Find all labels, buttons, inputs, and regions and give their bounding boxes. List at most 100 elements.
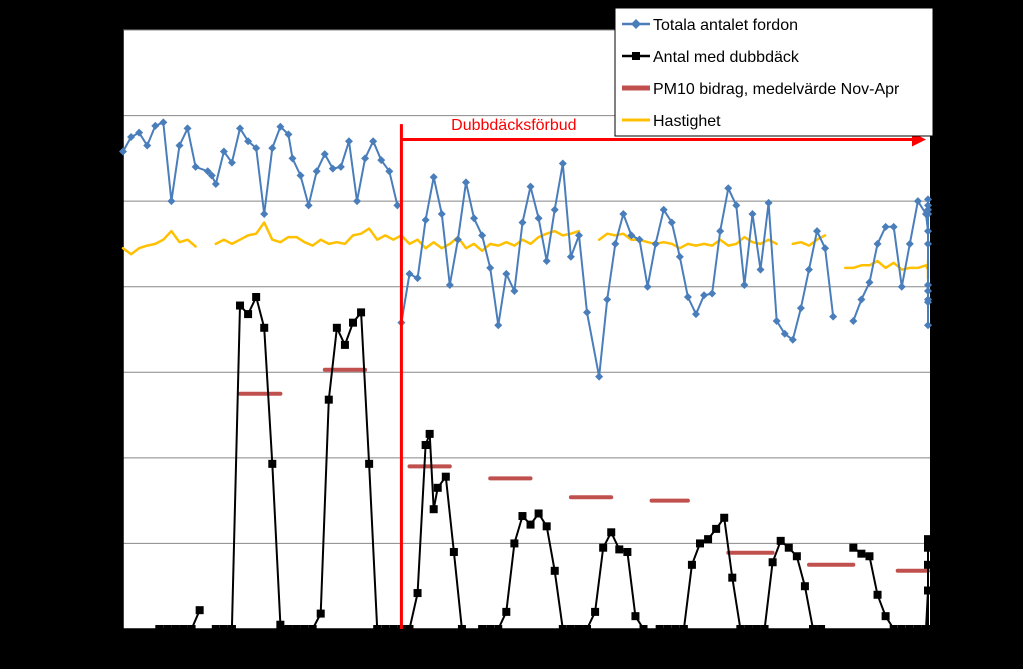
total-vehicles-point — [510, 286, 519, 295]
total-vehicles-point — [724, 184, 733, 193]
total-vehicles-point — [691, 310, 700, 319]
studded-tires-point — [425, 429, 434, 438]
total-vehicles-point — [461, 178, 470, 187]
total-vehicles-point — [748, 209, 757, 218]
speed-line — [597, 232, 778, 250]
total-vehicles-point — [183, 124, 192, 133]
total-vehicles-point — [191, 162, 200, 171]
total-vehicles-point — [732, 201, 741, 210]
studded-tires-point — [348, 318, 357, 327]
studded-tires-point — [849, 543, 858, 552]
studded-tires-point — [663, 625, 672, 633]
total-vehicles-point — [478, 231, 487, 240]
studded-tires-point — [704, 535, 713, 544]
studded-tires-point — [784, 543, 793, 552]
studded-tires-point — [405, 625, 414, 633]
total-vehicles-point — [502, 269, 511, 278]
studded-tires-point — [510, 539, 519, 548]
studded-tires-point — [817, 625, 826, 633]
legend-label-pm10: PM10 bidrag, medelvärde Nov-Apr — [653, 81, 900, 98]
total-vehicles-point — [211, 180, 220, 189]
studded-tires-point — [720, 513, 729, 522]
total-vehicles-point — [857, 295, 866, 304]
legend-label-studded: Antal med dubbdäck — [653, 49, 800, 66]
legend-item-total: Totala antalet fordon — [622, 17, 798, 34]
total-vehicles-point — [924, 201, 932, 210]
studded-tires-point — [760, 625, 769, 633]
total-vehicles-point — [486, 263, 495, 272]
studded-tires-point — [574, 625, 583, 633]
studded-tires-point — [924, 560, 932, 569]
studded-tires-point — [276, 620, 285, 629]
studded-tires-point — [389, 625, 398, 633]
total-vehicles-point — [603, 295, 612, 304]
total-vehicles-point — [304, 201, 313, 210]
total-vehicles-point — [821, 244, 830, 253]
studded-tires-point — [421, 441, 430, 450]
total-vehicles-line — [852, 198, 929, 327]
studded-tires-point — [195, 606, 204, 615]
total-vehicles-point — [526, 182, 535, 191]
studded-tires-point — [449, 547, 458, 556]
legend-label-total: Totala antalet fordon — [653, 17, 798, 34]
total-vehicles-point — [518, 218, 527, 227]
studded-tires-point — [171, 625, 180, 633]
total-vehicles-point — [353, 197, 362, 206]
total-vehicles-point — [897, 282, 906, 291]
studded-tires-point — [494, 625, 503, 633]
total-vehicles-point — [453, 235, 462, 244]
studded-tires-point — [728, 573, 737, 582]
total-vehicles-point — [207, 171, 216, 180]
total-vehicles-point — [219, 147, 228, 156]
studded-tires-point — [155, 625, 164, 633]
total-vehicles-point — [143, 141, 152, 150]
studded-tires-point — [712, 524, 721, 533]
total-vehicles-point — [320, 150, 329, 159]
total-vehicles-point — [924, 209, 932, 218]
studded-tires-point — [776, 536, 785, 545]
total-vehicles-point — [437, 209, 446, 218]
studded-tires-point — [478, 625, 487, 633]
studded-tires-point — [873, 590, 882, 599]
studded-tires-point — [211, 625, 220, 633]
studded-tires-point — [534, 509, 543, 518]
total-vehicles-point — [336, 162, 345, 171]
total-vehicles-point — [550, 205, 559, 214]
studded-tires-point — [800, 582, 809, 591]
legend-item-speed: Hastighet — [622, 113, 721, 130]
total-vehicles-point — [159, 118, 168, 127]
total-vehicles-point — [796, 304, 805, 313]
total-vehicles-point — [135, 128, 144, 137]
total-vehicles-point — [675, 252, 684, 261]
total-vehicles-line — [400, 162, 835, 378]
total-vehicles-point — [151, 121, 160, 130]
total-vehicles-point — [268, 144, 277, 153]
studded-tires-point — [881, 612, 890, 621]
total-vehicles-point — [683, 292, 692, 301]
studded-tires-point — [631, 612, 640, 621]
total-vehicles-point — [635, 235, 644, 244]
speed-line — [121, 229, 197, 256]
studded-tires-point — [244, 310, 253, 319]
total-vehicles-point — [889, 222, 898, 231]
legend-item-pm10: PM10 bidrag, medelvärde Nov-Apr — [622, 81, 900, 98]
total-vehicles-point — [288, 154, 297, 163]
studded-tires-point — [607, 528, 616, 537]
total-vehicles-point — [772, 316, 781, 325]
total-vehicles-point — [913, 197, 922, 206]
total-vehicles-point — [740, 281, 749, 290]
studded-tires-point — [808, 625, 817, 633]
total-vehicles-point — [574, 231, 583, 240]
total-vehicles-point — [127, 132, 136, 141]
studded-tires-point — [365, 459, 374, 468]
studded-tires-point — [591, 607, 600, 616]
speed-line — [214, 221, 581, 253]
studded-tires-point — [924, 625, 932, 633]
total-vehicles-point — [377, 156, 386, 165]
total-vehicles-point — [167, 197, 176, 206]
total-vehicles-point — [558, 159, 567, 168]
studded-tires-point — [187, 625, 196, 633]
studded-tires-point — [924, 543, 932, 552]
total-vehicles-point — [244, 137, 253, 146]
total-vehicles-point — [611, 239, 620, 248]
